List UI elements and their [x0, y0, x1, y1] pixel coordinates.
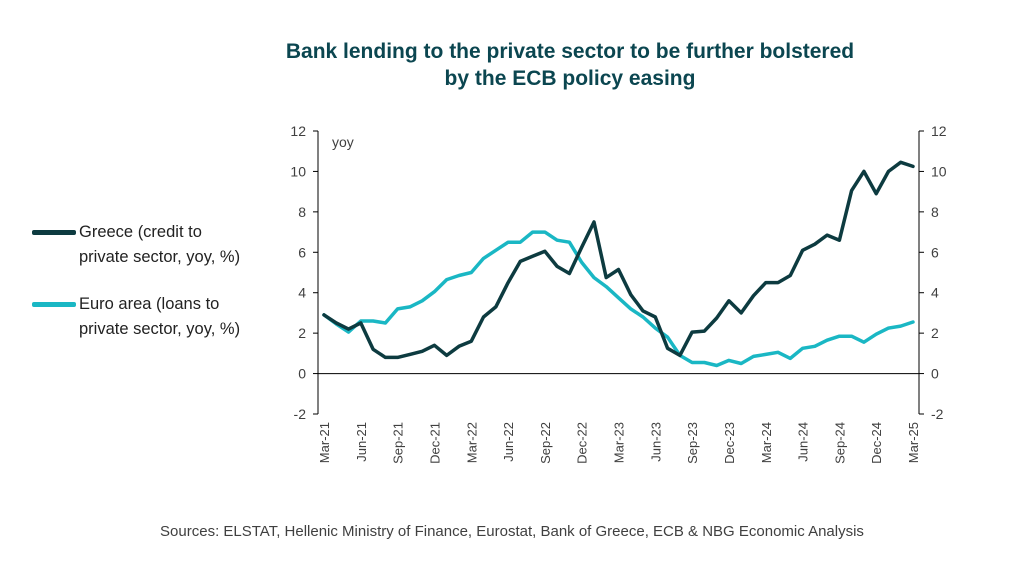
y-tick-label-right: 0 [931, 366, 939, 382]
y-tick-label-left: 8 [298, 204, 306, 220]
x-tick-label: Mar-22 [464, 422, 479, 463]
x-tick-label: Jun-22 [501, 422, 516, 462]
y-tick-label-left: 10 [290, 163, 306, 179]
x-tick-label: Dec-24 [869, 422, 884, 464]
x-tick-label: Dec-23 [722, 422, 737, 464]
legend-swatch-euro-area [32, 302, 76, 307]
x-tick-label: Jun-21 [354, 422, 369, 462]
x-tick-label: Mar-25 [906, 422, 921, 463]
y-tick-label-right: 2 [931, 325, 939, 341]
x-tick-label: Jun-24 [796, 422, 811, 462]
chart-title-line-2: by the ECB policy easing [444, 67, 696, 90]
legend-swatch-greece [32, 230, 76, 235]
x-tick-label: Mar-23 [612, 422, 627, 463]
x-tick-label: Sep-22 [538, 422, 553, 464]
legend-label-greece: Greece (credit to private sector, yoy, %… [79, 220, 299, 270]
legend-label-greece-line-2: private sector, yoy, %) [79, 248, 241, 266]
y-tick-label-left: 12 [290, 123, 306, 139]
y-tick-label-right: 10 [931, 163, 947, 179]
sources-note: Sources: ELSTAT, Hellenic Ministry of Fi… [160, 523, 864, 540]
x-tick-label: Sep-24 [832, 422, 847, 464]
y-tick-label-right: 8 [931, 204, 939, 220]
x-tick-label: Jun-23 [648, 422, 663, 462]
x-tick-label: Dec-22 [575, 422, 590, 464]
legend-label-euro-line-1: Euro area (loans to [79, 295, 220, 313]
y-tick-label-right: -2 [931, 406, 944, 422]
y-tick-label-left: 6 [298, 244, 306, 260]
y-tick-label-left: 4 [298, 285, 306, 301]
x-tick-label: Sep-23 [685, 422, 700, 464]
y-tick-label-left: -2 [294, 406, 307, 422]
y-tick-label-left: 0 [298, 366, 306, 382]
y-tick-label-right: 12 [931, 123, 947, 139]
x-tick-label: Dec-21 [427, 422, 442, 464]
y-tick-label-right: 6 [931, 244, 939, 260]
chart-title-line-1: Bank lending to the private sector to be… [285, 40, 855, 63]
unit-label: yoy [332, 134, 354, 150]
y-tick-label-left: 2 [298, 325, 306, 341]
legend-label-greece-line-1: Greece (credit to [79, 223, 202, 241]
x-tick-label: Mar-24 [759, 422, 774, 463]
series-line-euro-area [322, 230, 915, 368]
chart-title: Bank lending to the private sector to be… [230, 38, 910, 92]
legend-label-euro-area: Euro area (loans to private sector, yoy,… [79, 292, 299, 342]
y-tick-label-right: 4 [931, 285, 939, 301]
series-line-greece [322, 160, 915, 360]
x-tick-label: Mar-21 [317, 422, 332, 463]
x-tick-label: Sep-21 [391, 422, 406, 464]
legend-label-euro-line-2: private sector, yoy, %) [79, 320, 241, 338]
